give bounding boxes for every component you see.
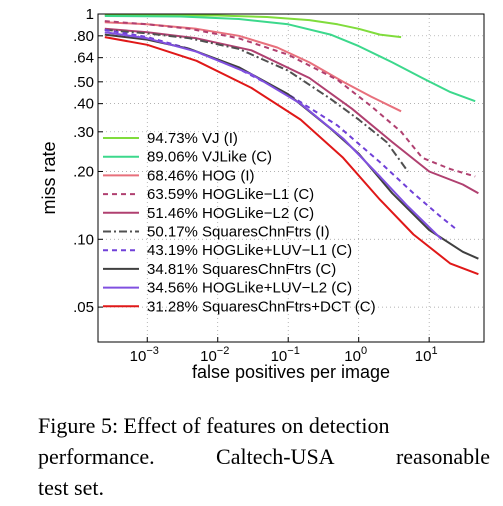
caption-line-1: Figure 5: Effect of features on detectio… — [38, 413, 390, 438]
y-tick-label: 1 — [86, 6, 94, 23]
y-tick-label: .50 — [73, 74, 94, 91]
caption-line-3: test set. — [38, 475, 104, 500]
legend-label: 50.17% SquaresChnFtrs (I) — [147, 224, 330, 241]
series-line — [104, 21, 402, 113]
legend-label: 34.56% HOGLike+LUV−L2 (C) — [147, 280, 352, 297]
series-line — [104, 14, 402, 39]
plot-frame — [97, 13, 485, 343]
y-tick-label: .64 — [73, 50, 94, 67]
caption-word-performance: performance. — [38, 444, 155, 469]
x-tick-label: 101 — [415, 345, 438, 365]
caption-line-2: performance. Caltech-USA reasonable — [38, 441, 490, 472]
series-lines — [104, 14, 479, 276]
y-tick-label: .30 — [73, 124, 94, 141]
series-line — [104, 15, 476, 103]
legend-label: 94.73% VJ (I) — [147, 130, 238, 147]
y-tick-label: .05 — [73, 299, 94, 316]
caption-word-dataset: Caltech-USA — [216, 444, 335, 469]
y-axis-label: miss rate — [39, 141, 59, 214]
axis-ticks: 10−3 10−2 10−1 100 101 1 .80 .64 .50 .40 .30 .20 .10… — [73, 6, 437, 365]
y-tick-label: .20 — [73, 163, 94, 180]
legend-label: 43.19% HOGLike+LUV−L1 (C) — [147, 242, 352, 259]
y-tick-label: .10 — [73, 231, 94, 248]
legend-label: 63.59% HOGLike−L1 (C) — [147, 186, 314, 203]
x-tick-label: 10−2 — [200, 345, 229, 365]
legend-label: 89.06% VJLike (C) — [147, 149, 272, 166]
x-tick-label: 10−3 — [130, 345, 159, 365]
roc-chart: 10−3 10−2 10−1 100 101 1 .80 .64 .50 .40 .30 .20 .10… — [39, 6, 485, 382]
legend-label: 34.81% SquaresChnFtrs (C) — [147, 261, 336, 278]
legend-label: 31.28% SquaresChnFtrs+DCT (C) — [147, 298, 376, 315]
series-line — [104, 28, 458, 231]
y-tick-label: .80 — [73, 28, 94, 45]
caption-word-reasonable: reasonable — [395, 444, 490, 469]
legend-label: 68.46% HOG (I) — [147, 167, 255, 184]
y-tick-label: .40 — [73, 96, 94, 113]
x-tick-label: 100 — [344, 345, 367, 365]
legend: 94.73% VJ (I) 89.06% VJLike (C)68.46% HOG… — [103, 130, 376, 315]
series-line — [104, 36, 479, 276]
series-line — [104, 31, 443, 241]
legend-label: 51.46% HOGLike−L2 (C) — [147, 205, 314, 222]
figure-caption: Figure 5: Effect of features on detectio… — [38, 410, 490, 503]
series-line — [104, 28, 409, 173]
x-tick-label: 10−1 — [271, 345, 300, 365]
x-axis-label: false positives per image — [192, 362, 390, 382]
